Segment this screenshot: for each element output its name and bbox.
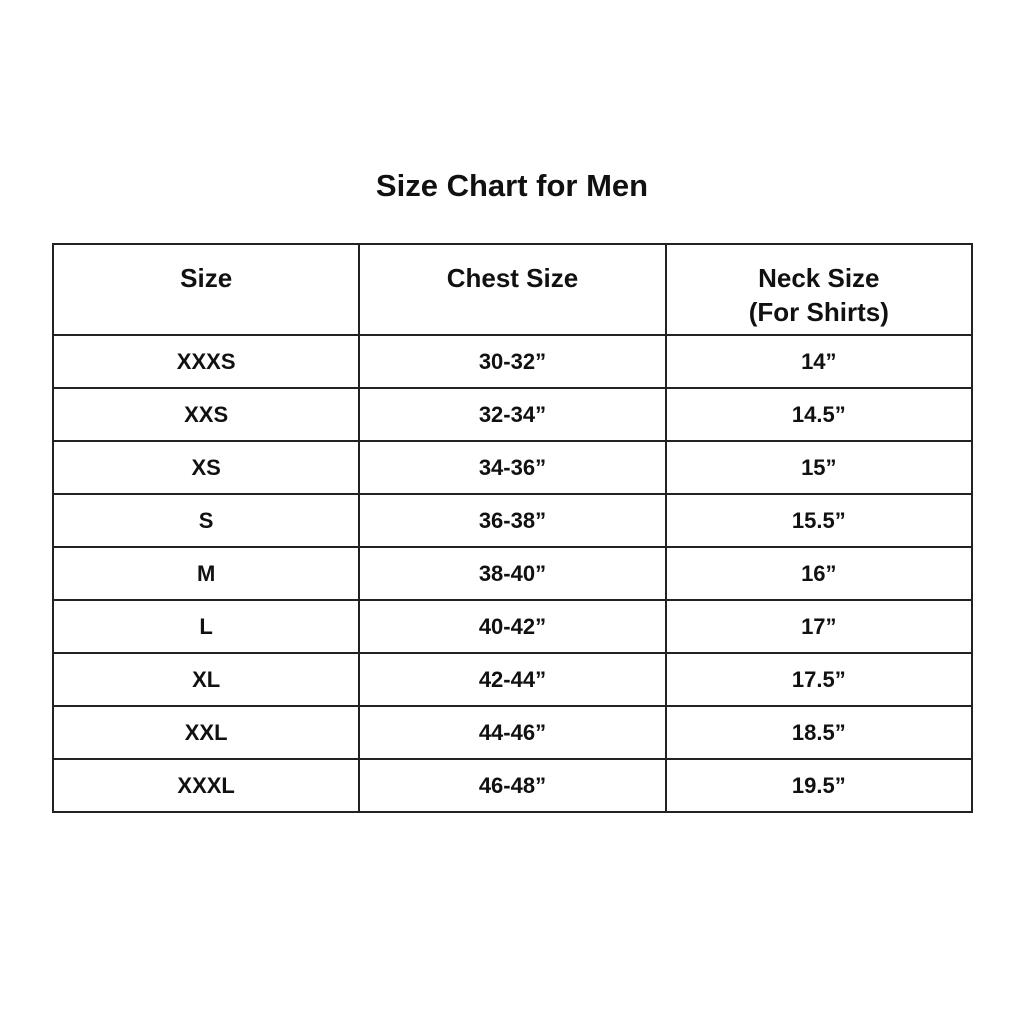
table-row: XXXL 46-48” 19.5” [51,758,974,813]
size-cell: XXS [51,387,361,442]
neck-size-cell: 15” [664,440,974,495]
neck-size-cell: 17.5” [664,652,974,707]
table-row: XXL 44-46” 18.5” [51,705,974,760]
size-cell: S [51,493,361,548]
chest-size-cell: 38-40” [358,546,667,601]
size-cell: XXXS [51,334,361,389]
table-row: XXS 32-34” 14.5” [51,387,974,442]
neck-size-cell: 14.5” [664,387,974,442]
size-table: Size Chest Size Neck Size (For Shirts) XX… [51,243,974,813]
size-cell: XXL [51,705,361,760]
chest-size-cell: 36-38” [358,493,667,548]
header-neck-size: Neck Size (For Shirts) [664,243,974,336]
size-cell: M [51,546,361,601]
neck-size-cell: 16” [664,546,974,601]
neck-size-cell: 15.5” [664,493,974,548]
chest-size-cell: 42-44” [358,652,667,707]
table-row: M 38-40” 16” [51,546,974,601]
table-row: L 40-42” 17” [51,599,974,654]
header-row: Size Chest Size Neck Size (For Shirts) [51,243,974,336]
size-cell: XS [51,440,361,495]
size-cell: L [51,599,361,654]
chest-size-cell: 30-32” [358,334,667,389]
size-cell: XL [51,652,361,707]
table-row: XL 42-44” 17.5” [51,652,974,707]
table-row: S 36-38” 15.5” [51,493,974,548]
neck-size-cell: 19.5” [664,758,974,813]
page-title: Size Chart for Men [375,168,649,203]
size-cell: XXXL [51,758,361,813]
chest-size-cell: 44-46” [358,705,667,760]
table-row: XXXS 30-32” 14” [51,334,974,389]
chest-size-cell: 34-36” [358,440,667,495]
chest-size-cell: 46-48” [358,758,667,813]
header-size: Size [51,243,361,336]
header-chest-size: Chest Size [358,243,667,336]
neck-size-cell: 18.5” [664,705,974,760]
chest-size-cell: 40-42” [358,599,667,654]
chest-size-cell: 32-34” [358,387,667,442]
neck-size-cell: 17” [664,599,974,654]
neck-size-cell: 14” [664,334,974,389]
table-row: XS 34-36” 15” [51,440,974,495]
